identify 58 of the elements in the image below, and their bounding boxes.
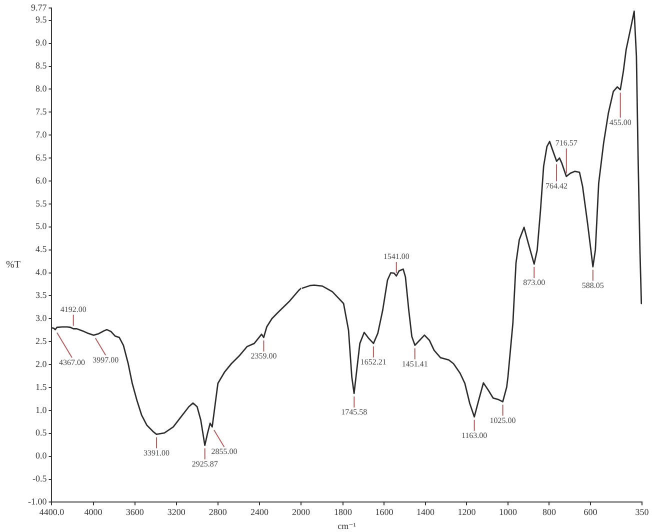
- x-tick-label: 600: [584, 506, 598, 517]
- x-axis-title: cm⁻¹: [338, 520, 356, 531]
- y-tick-label: 3.5: [35, 290, 48, 300]
- x-tick-label: 4000: [84, 506, 103, 517]
- annotation: 588.05: [582, 280, 604, 290]
- y-tick-label: 0.5: [35, 428, 48, 438]
- x-tick-label: 1200: [458, 506, 476, 517]
- x-tick-label: 350: [635, 506, 650, 517]
- y-tick-label: 5.0: [35, 221, 48, 232]
- y-tick-label: -1.00: [28, 496, 48, 507]
- x-tick-label: 2400: [250, 506, 269, 517]
- x-tick-label: 1400: [416, 506, 435, 517]
- annotation: 2359.00: [250, 352, 277, 361]
- y-tick-label: 9.77: [30, 2, 48, 12]
- y-tick-label: 5.5: [35, 198, 48, 208]
- y-tick-label: 8.5: [35, 60, 48, 71]
- annotation: 1025.00: [490, 416, 516, 425]
- y-tick-label: 4.0: [35, 267, 48, 278]
- annotation: 1745.58: [341, 408, 368, 417]
- y-tick-label: 2.0: [35, 358, 48, 369]
- x-tick-label: 2000: [292, 506, 310, 517]
- x-tick-label: 1000: [498, 506, 518, 517]
- y-tick-label: 7.0: [35, 129, 48, 140]
- y-tick-label: 7.5: [35, 106, 48, 117]
- y-tick-label: 8.0: [35, 84, 48, 94]
- annotation: 3391.00: [144, 448, 170, 458]
- annotation: 1541.00: [383, 252, 410, 262]
- y-tick-label: 1.0: [35, 404, 48, 415]
- x-tick-label: 800: [542, 506, 556, 517]
- y-tick-label: 2.5: [35, 336, 48, 346]
- annotation: 3997.00: [92, 355, 119, 364]
- y-tick-label: 0.0: [35, 450, 48, 461]
- x-tick-label: 2800: [208, 506, 228, 517]
- x-tick-label: 3600: [126, 506, 144, 517]
- x-tick-label: 4400.0: [39, 506, 65, 517]
- annotation: 4367.00: [58, 358, 85, 367]
- annotation: 1163.00: [461, 430, 488, 440]
- x-tick-label: 3200: [167, 506, 186, 517]
- y-tick-label: -0.5: [32, 474, 48, 484]
- y-axis-title: %T: [6, 260, 20, 271]
- annotation: 2925.87: [192, 459, 218, 468]
- annotation: 716.57: [555, 138, 578, 148]
- y-tick-label: 6.0: [35, 175, 48, 186]
- annotation: 764.42: [546, 181, 568, 190]
- annotation: 2855.00: [211, 447, 238, 456]
- x-tick-label: 1800: [334, 506, 352, 517]
- y-tick-label: 3.0: [35, 313, 48, 324]
- y-tick-label: 1.5: [35, 382, 48, 392]
- annotation: 1652.21: [360, 358, 386, 367]
- y-tick-label: 4.5: [35, 244, 48, 254]
- annotation: 4192.00: [60, 304, 86, 314]
- annotation: 455.00: [609, 118, 632, 127]
- x-tick-label: 1600: [375, 506, 394, 517]
- y-tick-label: 9.5: [35, 14, 48, 25]
- annotation: 873.00: [523, 278, 546, 288]
- y-tick-label: 9.0: [35, 38, 48, 48]
- annotation: 1451.41: [402, 359, 428, 368]
- y-tick-label: 6.5: [35, 152, 48, 162]
